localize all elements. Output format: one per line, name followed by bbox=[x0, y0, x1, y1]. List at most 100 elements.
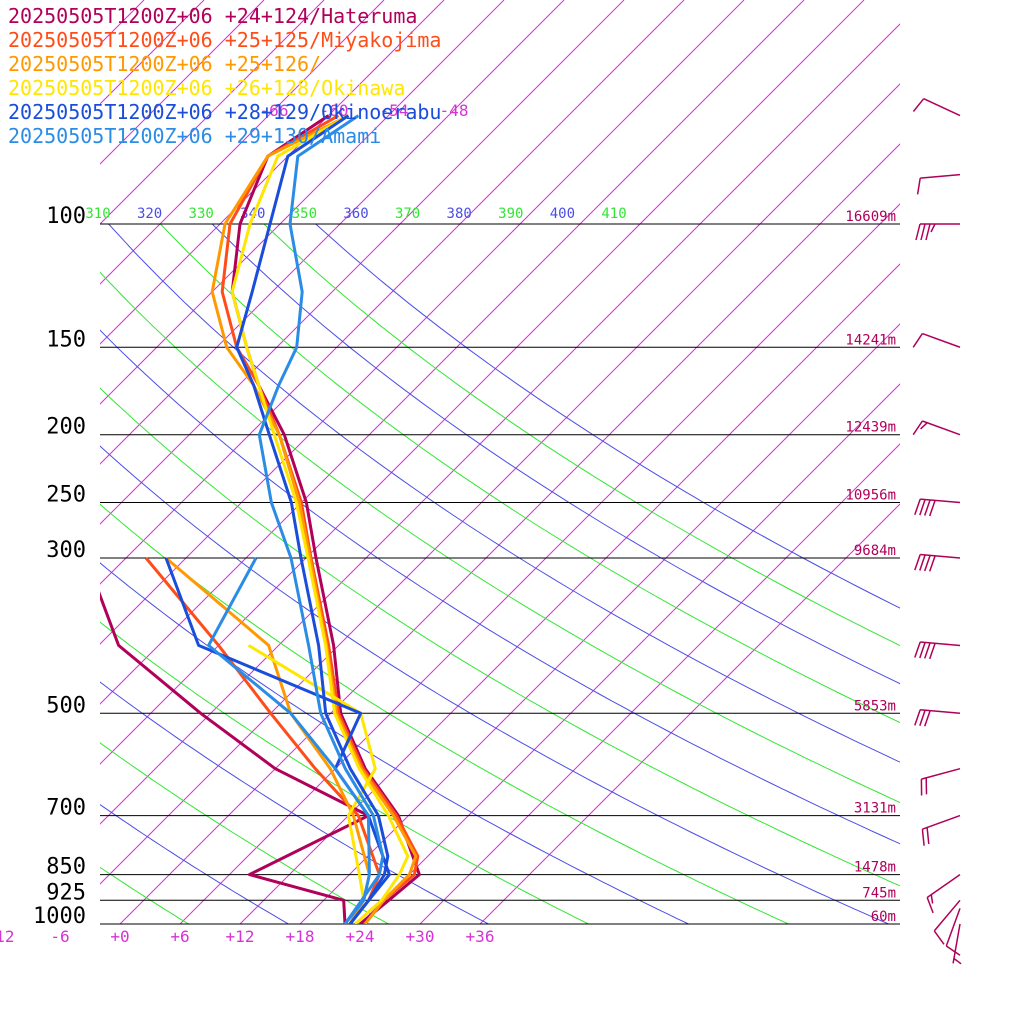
wind-barb-staff bbox=[922, 814, 961, 830]
pressure-label: 100 bbox=[46, 204, 86, 229]
wind-barb-feather bbox=[914, 554, 921, 571]
theta-label: 360 bbox=[343, 206, 368, 222]
wind-barb bbox=[914, 709, 961, 727]
wind-barb bbox=[915, 223, 960, 241]
wind-barb bbox=[912, 98, 961, 117]
temperature-tick-label: -6 bbox=[50, 927, 69, 946]
temperature-tick-label: +30 bbox=[406, 927, 435, 946]
wind-barb-staff bbox=[923, 98, 961, 117]
wind-barb-feather bbox=[914, 641, 921, 658]
height-label: 16609m bbox=[845, 209, 896, 225]
height-label: 14241m bbox=[845, 332, 896, 348]
series-4-dewpoint-line bbox=[164, 557, 391, 924]
legend-item-miyakojima: 20250505T1200Z+06 +25+125/Miyakojima bbox=[8, 28, 442, 52]
height-label: 60m bbox=[871, 909, 896, 925]
wind-barb-staff bbox=[920, 173, 961, 179]
series-3-temperature-line bbox=[230, 114, 410, 924]
moist-adiabat-line bbox=[160, 223, 900, 724]
temperature-tick-label: +6 bbox=[170, 927, 189, 946]
height-label: 10956m bbox=[845, 488, 896, 504]
height-label: 3131m bbox=[854, 801, 896, 817]
legend-item-okinawa: 20250505T1200Z+06 +26+128/Okinawa bbox=[8, 76, 406, 100]
isotherm-line bbox=[100, 0, 805, 705]
moist-adiabat-line bbox=[100, 621, 590, 924]
wind-barb-feather bbox=[930, 894, 934, 904]
wind-barb-feather bbox=[912, 98, 925, 112]
wind-barb-feather bbox=[920, 223, 926, 241]
wind-barb-feather bbox=[912, 333, 924, 348]
isotherm-line bbox=[419, 443, 900, 924]
wind-barb bbox=[912, 420, 961, 436]
isotherm-line bbox=[100, 0, 505, 405]
wind-barb-staff bbox=[952, 923, 961, 964]
height-label: 12439m bbox=[845, 420, 896, 436]
wind-barb-feather bbox=[921, 829, 925, 846]
isotherm-line bbox=[100, 23, 900, 825]
wind-barb-feather bbox=[919, 499, 926, 516]
wind-barb bbox=[916, 173, 961, 195]
wind-barb-feather bbox=[916, 177, 921, 195]
wind-barb-staff bbox=[920, 641, 961, 647]
wind-barb-staff bbox=[921, 767, 961, 780]
isotherm-line bbox=[119, 143, 900, 924]
moist-adiabat-line bbox=[100, 742, 390, 924]
theta-label: 330 bbox=[189, 206, 214, 222]
moist-adiabat-line bbox=[100, 271, 900, 804]
theta-label: 370 bbox=[395, 206, 420, 222]
dry-adiabat-line bbox=[100, 803, 290, 924]
wind-barb-feather bbox=[912, 420, 924, 436]
pressure-label: 500 bbox=[46, 693, 86, 718]
wind-barb-staff bbox=[926, 873, 961, 899]
wind-barb bbox=[914, 641, 961, 660]
pressure-label: 300 bbox=[46, 538, 86, 563]
wind-barb bbox=[921, 814, 961, 846]
wind-barb bbox=[945, 908, 961, 956]
isotherm-line bbox=[100, 0, 625, 525]
wind-barb bbox=[952, 923, 962, 965]
isotherm-line bbox=[299, 323, 900, 924]
isotherm-line bbox=[100, 0, 325, 225]
series-2-temperature-line bbox=[210, 114, 418, 924]
moist-adiabat-line bbox=[263, 223, 900, 647]
moist-adiabat-grid bbox=[0, 223, 900, 939]
pressure-label: 200 bbox=[46, 415, 86, 440]
wind-barb bbox=[914, 553, 961, 572]
legend-item-amami: 20250505T1200Z+06 +29+130/Amami bbox=[8, 124, 382, 148]
dry-adiabat-line bbox=[100, 562, 690, 924]
wind-barb-feather bbox=[925, 223, 931, 241]
isotherm-line bbox=[479, 503, 900, 924]
moist-adiabat-line bbox=[100, 866, 190, 924]
isotherm-line bbox=[100, 0, 265, 165]
wind-barb-feather bbox=[923, 555, 931, 572]
temperature-tick-label: +18 bbox=[286, 927, 315, 946]
series-4-temperature-line bbox=[235, 114, 390, 924]
wind-barb-feather bbox=[930, 223, 936, 233]
legend-item-station-126: 20250505T1200Z+06 +25+126/ bbox=[8, 52, 322, 76]
theta-label: 310 bbox=[85, 206, 110, 222]
isotherm-label: -48 bbox=[440, 101, 469, 120]
isotherm-line bbox=[100, 0, 385, 285]
height-label: 5853m bbox=[854, 698, 896, 714]
wind-barb bbox=[914, 498, 961, 517]
isotherm-line bbox=[100, 0, 865, 765]
pressure-label: 250 bbox=[46, 483, 86, 508]
wind-barb-feather bbox=[928, 500, 936, 517]
dry-adiabat-line bbox=[315, 223, 900, 609]
theta-label: 390 bbox=[498, 206, 523, 222]
isobar-grid bbox=[100, 223, 900, 925]
theta-label: 320 bbox=[137, 206, 162, 222]
temperature-tick-label: +24 bbox=[346, 927, 375, 946]
isotherm-label: -54 bbox=[380, 101, 409, 120]
wind-barb-staff bbox=[920, 709, 961, 715]
wind-barb-feather bbox=[923, 499, 931, 516]
wind-barb bbox=[912, 332, 961, 348]
moist-adiabat-line bbox=[0, 224, 10, 939]
theta-label: 410 bbox=[601, 206, 626, 222]
isotherm-line bbox=[179, 203, 900, 924]
temperature-tick-label: +0 bbox=[110, 927, 129, 946]
wind-barb bbox=[926, 873, 961, 914]
wind-barb-feather bbox=[928, 555, 936, 572]
height-label: 745m bbox=[862, 885, 896, 901]
wind-barb-feather bbox=[923, 642, 931, 659]
